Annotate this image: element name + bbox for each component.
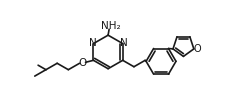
Text: N: N [119,38,127,48]
Text: NH₂: NH₂ [101,21,120,31]
Text: N: N [88,38,96,48]
Text: O: O [192,44,200,54]
Text: O: O [78,58,86,68]
